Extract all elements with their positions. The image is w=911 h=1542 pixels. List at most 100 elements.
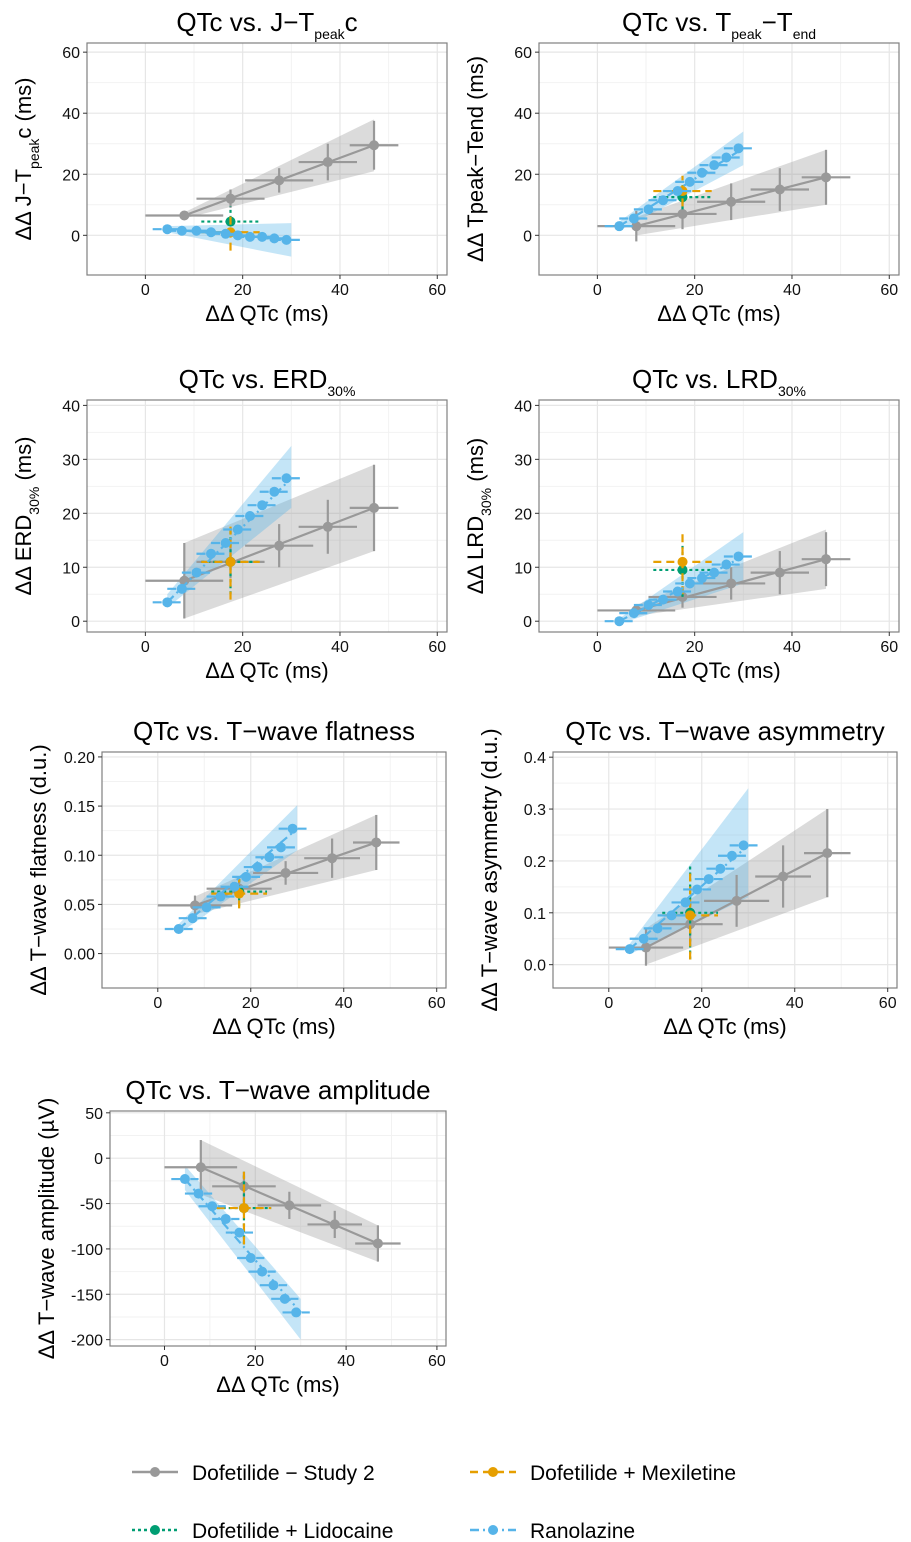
data-point-rano (628, 213, 639, 224)
label-part: QTc vs. LRD (632, 364, 778, 394)
x-axis-label: ΔΔ QTc (ms) (205, 301, 329, 326)
fit-line-rano (618, 147, 744, 228)
legend-key-marker (150, 1525, 160, 1535)
confidence-band-rano (629, 788, 749, 955)
fit-line-rano (166, 477, 293, 604)
legend-label: Ranolazine (530, 1520, 635, 1542)
data-point-rano (179, 1174, 190, 1185)
data-point-rano (614, 616, 625, 627)
data-point-rano (638, 933, 649, 944)
data-point-dof2 (322, 521, 333, 532)
plot-frame (109, 1110, 447, 1347)
data-point-rano (279, 1293, 290, 1304)
x-tick-label: 40 (331, 282, 349, 299)
label-part: c (ms) (11, 77, 36, 138)
data-point-rano (709, 567, 720, 578)
y-tick-label: 10 (514, 560, 532, 577)
plot-frame (86, 42, 448, 276)
x-tick-label: 0 (160, 1353, 169, 1370)
y-tick-label: 20 (62, 506, 80, 523)
x-tick-label: 20 (686, 282, 704, 299)
data-point-rano (287, 823, 298, 834)
x-tick-label: 20 (686, 639, 704, 656)
data-point-rano (206, 227, 217, 238)
data-point-dof2 (822, 848, 833, 859)
x-tick-label: 0 (141, 639, 150, 656)
plot-frame (101, 751, 447, 989)
data-point-rano (672, 186, 683, 197)
fit-line-rano (628, 844, 749, 950)
confidence-band-rano (167, 445, 292, 608)
data-point-rano (680, 897, 691, 908)
x-tick-label: 20 (234, 639, 252, 656)
y-tick-label: 40 (62, 398, 80, 415)
subscript: peak (26, 138, 42, 169)
data-point-rano (291, 1307, 302, 1318)
plot-area (539, 400, 899, 632)
data-point-dof2 (726, 196, 737, 207)
data-point-rano (692, 884, 703, 895)
data-point-dof2 (195, 1162, 206, 1173)
y-tick-label: 0.15 (64, 799, 95, 816)
data-point-rano (738, 840, 749, 851)
x-tick-label: 0 (141, 282, 150, 299)
data-point-mexi (685, 910, 696, 921)
label-part: ΔΔ T−wave amplitude (µV) (34, 1098, 59, 1360)
x-axis-label: ΔΔ QTc (ms) (663, 1014, 787, 1039)
label-part: QTc vs. T−wave flatness (133, 716, 415, 746)
y-axis-label: ΔΔ T−wave amplitude (µV) (34, 1098, 59, 1360)
x-tick-label: 40 (783, 639, 801, 656)
label-part: −T (762, 7, 793, 37)
data-point-rano (269, 486, 280, 497)
chart-panel-5: 0 20 40 60 0.00 0.05 0.10 0.15 0.20 QTc vs. T−wav… (26, 716, 447, 1039)
data-point-dof2 (774, 567, 785, 578)
plot-frame (86, 399, 448, 633)
data-point-rano (703, 874, 714, 885)
y-tick-label: -50 (80, 1197, 103, 1214)
data-point-rano (215, 891, 226, 902)
y-tick-label: 0.3 (524, 802, 546, 819)
data-point-rano (187, 913, 198, 924)
data-point-dof2 (640, 942, 651, 953)
data-point-rano (269, 233, 280, 244)
label-part: ΔΔ T−wave asymmetry (d.u.) (477, 728, 502, 1011)
legend-label: Dofetilide + Lidocaine (192, 1520, 393, 1542)
y-tick-label: 50 (85, 1106, 103, 1123)
data-point-dof2 (179, 210, 190, 221)
data-point-mexi (238, 1203, 249, 1214)
label-part: ΔΔ T−wave flatness (d.u.) (26, 744, 51, 995)
data-point-rano (281, 234, 292, 245)
data-point-dof2 (274, 540, 285, 551)
x-tick-label: 0 (593, 639, 602, 656)
data-point-dof2 (369, 140, 380, 151)
x-tick-label: 40 (783, 282, 801, 299)
y-tick-label: 0 (523, 228, 532, 245)
legend-key-marker (150, 1467, 160, 1477)
legend: Dofetilide − Study 2 Dofetilide + Mexilet… (132, 1462, 736, 1542)
y-tick-label: 0.0 (524, 958, 546, 975)
x-tick-label: 60 (880, 282, 898, 299)
data-point-dof2 (677, 208, 688, 219)
legend-key-marker (488, 1525, 498, 1535)
data-point-dof2 (369, 502, 380, 513)
subscript: peak (731, 26, 762, 42)
x-tick-label: 60 (879, 995, 897, 1012)
y-tick-label: 0 (71, 228, 80, 245)
y-axis-label: ΔΔ T−wave asymmetry (d.u.) (477, 728, 502, 1011)
y-tick-label: 20 (514, 167, 532, 184)
x-tick-label: 40 (335, 995, 353, 1012)
data-point-rano (162, 224, 173, 235)
data-point-mexi (677, 556, 688, 567)
data-point-rano (672, 586, 683, 597)
data-point-rano (173, 924, 184, 934)
data-point-rano (684, 578, 695, 589)
data-point-dof2 (774, 184, 785, 195)
data-point-rano (696, 167, 707, 178)
data-point-rano (733, 551, 744, 562)
data-point-rano (275, 842, 286, 853)
x-tick-label: 20 (242, 995, 260, 1012)
